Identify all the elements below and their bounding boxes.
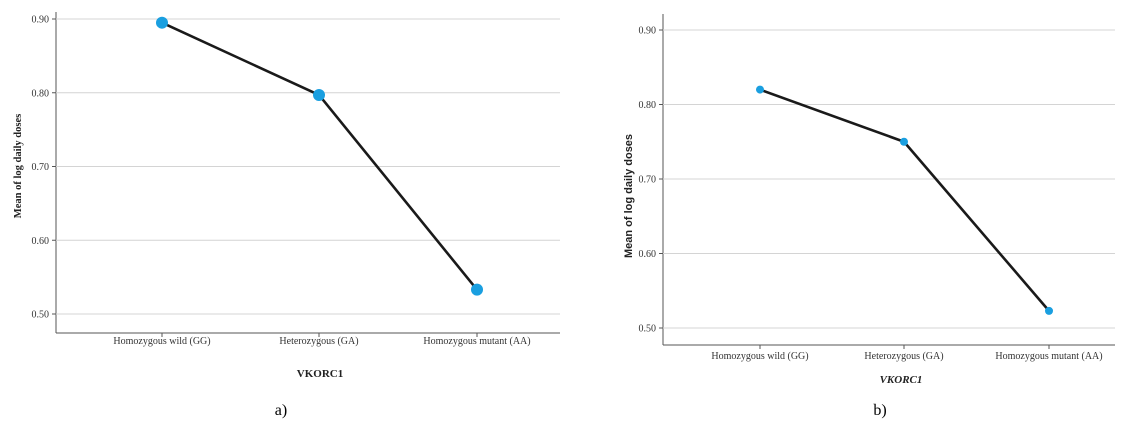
panel-b-series <box>756 85 1053 315</box>
panel-b-y-tick-label: 0.60 <box>639 249 657 260</box>
panel-a-y-axis-label: Mean of log daily doses <box>13 114 24 218</box>
panel-a-y-tick-label: 0.50 <box>32 310 50 321</box>
panel-a-data-point <box>156 16 168 29</box>
panel-b-x-axis-label: VKORC1 <box>880 374 923 386</box>
panel-b-y-tick-label: 0.90 <box>639 26 657 37</box>
panel-b-data-point <box>1045 306 1053 315</box>
panel-b-y-ticks: 0.50 0.60 0.70 0.80 0.90 <box>639 26 663 335</box>
panel-b-y-tick-label: 0.80 <box>639 100 657 111</box>
panel-a-x-tick-label: Heterozygous (GA) <box>279 336 358 347</box>
panel-a-y-tick-label: 0.70 <box>32 162 50 173</box>
panel-a-y-tick-label: 0.90 <box>32 15 50 26</box>
panel-b-data-point <box>900 137 908 146</box>
panel-b-x-tick-label: Heterozygous (GA) <box>864 351 943 362</box>
panel-a-x-tick-label: Homozygous mutant (AA) <box>423 336 530 347</box>
panel-a-label: a) <box>275 402 287 419</box>
panel-a-y-ticks: 0.50 0.60 0.70 0.80 0.90 <box>32 15 56 321</box>
panel-b-y-axis-label: Mean of log daily doses <box>623 134 635 258</box>
panel-b-data-point <box>756 85 764 94</box>
panel-a-series <box>156 16 483 296</box>
panel-a-series-line <box>161 21 479 291</box>
panel-b-series-line <box>759 88 1050 312</box>
panel-b-label: b) <box>873 402 886 419</box>
panel-a-gridlines <box>55 12 560 334</box>
panel-a-x-axis-label: VKORC1 <box>297 368 343 380</box>
panel-b-x-ticks: Homozygous wild (GG) Heterozygous (GA) Hom… <box>711 345 1103 362</box>
panel-b-y-tick-label: 0.70 <box>639 175 657 186</box>
panel-b-gridlines <box>662 14 1115 346</box>
panel-b-x-tick-label: Homozygous wild (GG) <box>711 351 808 362</box>
panel-a-y-tick-label: 0.60 <box>32 236 50 247</box>
panel-a-y-tick-label: 0.80 <box>32 88 50 99</box>
panel-a-x-tick-label: Homozygous wild (GG) <box>113 336 210 347</box>
chart-panel-b: 0.50 0.60 0.70 0.80 0.90 Homozygous wild (GG… <box>623 14 1115 419</box>
panel-a-x-ticks: Homozygous wild (GG) Heterozygous (GA) Hom… <box>113 333 531 347</box>
panel-b-x-tick-label: Homozygous mutant (AA) <box>995 351 1102 362</box>
chart-panel-a: 0.50 0.60 0.70 0.80 0.90 Homozygous wild (GG… <box>13 12 560 419</box>
panel-b-y-tick-label: 0.50 <box>639 324 657 335</box>
panel-a-data-point <box>313 88 325 101</box>
panel-a-data-point <box>471 283 483 296</box>
